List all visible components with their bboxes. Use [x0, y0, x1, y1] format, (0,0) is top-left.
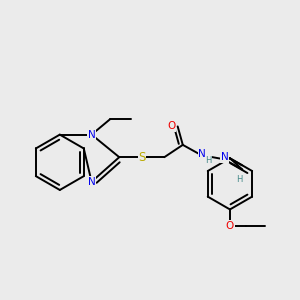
Text: N: N [88, 177, 95, 187]
Text: S: S [138, 151, 146, 164]
Text: N: N [221, 152, 229, 162]
Text: O: O [226, 221, 234, 231]
Text: N: N [88, 130, 95, 140]
Text: H: H [236, 175, 242, 184]
Text: N: N [198, 149, 206, 159]
Text: O: O [167, 122, 175, 131]
Text: H: H [205, 156, 212, 165]
